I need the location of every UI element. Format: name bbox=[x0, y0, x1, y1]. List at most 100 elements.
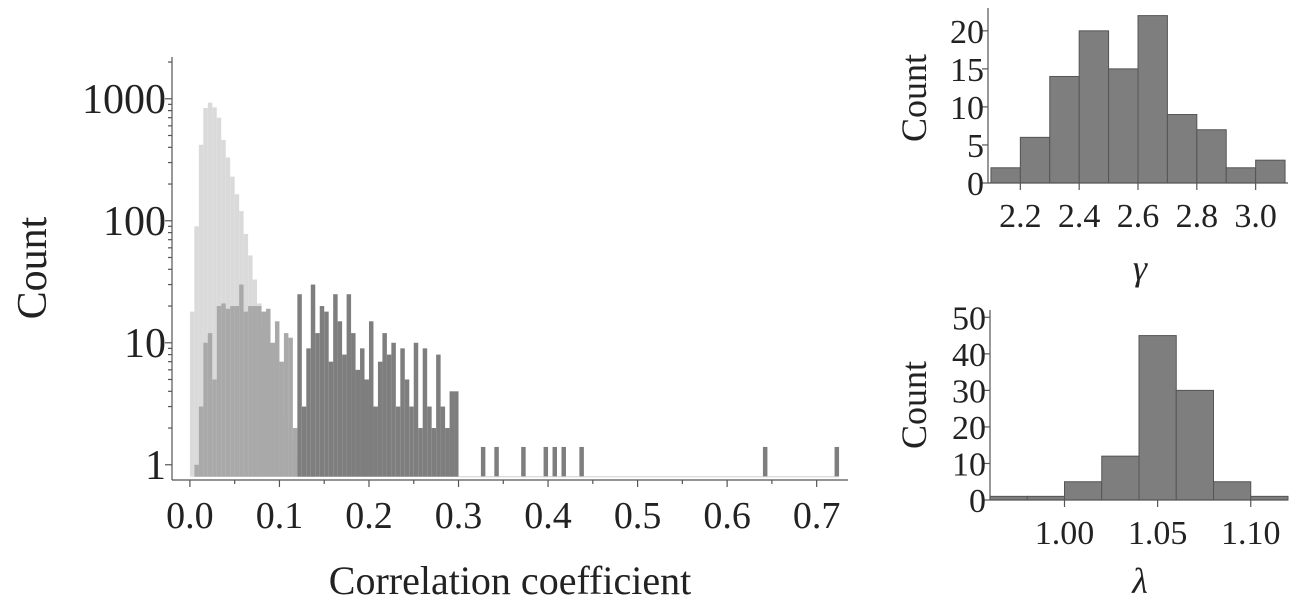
correlation-bar bbox=[454, 391, 459, 477]
correlation-bar bbox=[368, 321, 374, 477]
correlation-bar bbox=[346, 294, 352, 477]
gamma-bar bbox=[1049, 75, 1080, 184]
gamma-bar bbox=[1225, 167, 1257, 184]
correlation-bar bbox=[297, 294, 302, 477]
correlation-bar bbox=[386, 354, 392, 477]
lambda-bar bbox=[1138, 335, 1177, 501]
correlation-bar bbox=[324, 311, 329, 477]
correlation-histogram: 0.0 0.1 0.2 0.3 0.4 0.5 0.6 0.7 1 10 100 1000 Corr… bbox=[10, 57, 848, 600]
gamma-y-tick-label: 5 bbox=[967, 128, 984, 165]
main-y-tick-label: 1 bbox=[145, 443, 166, 489]
correlation-bar bbox=[230, 306, 235, 477]
correlation-bar bbox=[216, 306, 222, 477]
correlation-bar bbox=[579, 446, 584, 477]
correlation-bar bbox=[212, 379, 217, 477]
correlation-bar bbox=[351, 333, 356, 477]
main-y-tick-label: 1000 bbox=[82, 77, 166, 123]
correlation-bar bbox=[440, 406, 446, 477]
correlation-bar bbox=[212, 107, 217, 477]
main-x-axis-title: Correlation coefficient bbox=[329, 558, 691, 600]
gamma-bar bbox=[1255, 159, 1286, 184]
correlation-bar bbox=[762, 446, 768, 477]
correlation-bar bbox=[198, 406, 204, 477]
main-x-tick-label: 0.5 bbox=[614, 495, 662, 537]
correlation-bar bbox=[261, 311, 267, 477]
correlation-bar bbox=[239, 284, 244, 477]
correlation-bar bbox=[400, 348, 405, 477]
correlation-bar bbox=[480, 446, 486, 477]
correlation-bar bbox=[395, 406, 401, 477]
correlation-bar bbox=[315, 333, 320, 477]
correlation-bar bbox=[561, 446, 566, 477]
correlation-bar bbox=[189, 311, 195, 477]
correlation-bar bbox=[248, 306, 253, 477]
gamma-bars bbox=[990, 15, 1286, 184]
correlation-bar bbox=[266, 308, 271, 477]
correlation-bar bbox=[306, 348, 311, 477]
correlation-bar bbox=[194, 226, 199, 477]
lambda-bar bbox=[1064, 481, 1103, 501]
correlation-bar bbox=[449, 391, 455, 477]
correlation-bar bbox=[328, 361, 334, 477]
correlation-bar bbox=[391, 342, 396, 477]
correlation-bar bbox=[216, 117, 222, 477]
correlation-bar bbox=[203, 342, 208, 477]
correlation-bar bbox=[207, 102, 213, 477]
main-x-tick-label: 0.0 bbox=[166, 495, 214, 537]
correlation-bar bbox=[274, 321, 280, 477]
correlation-bar bbox=[418, 428, 423, 477]
correlation-bar bbox=[422, 348, 428, 477]
correlation-bar bbox=[288, 337, 293, 477]
main-x-tick-label: 0.1 bbox=[256, 495, 304, 537]
correlation-bar bbox=[207, 333, 213, 477]
correlation-bar bbox=[292, 428, 298, 477]
correlation-bar bbox=[333, 294, 338, 477]
correlation-bar bbox=[377, 361, 383, 477]
correlation-bar bbox=[409, 406, 414, 477]
main-x-ticks: 0.0 0.1 0.2 0.3 0.4 0.5 0.6 0.7 bbox=[166, 480, 840, 537]
correlation-bar bbox=[243, 311, 249, 477]
gamma-y-axis-title: Count bbox=[894, 54, 934, 142]
correlation-bar bbox=[198, 144, 204, 477]
gamma-bar bbox=[1137, 15, 1168, 184]
correlation-bar bbox=[445, 428, 450, 477]
gamma-x-axis-title: γ bbox=[1133, 248, 1148, 288]
gamma-bar bbox=[1166, 114, 1198, 184]
correlation-bar bbox=[279, 361, 284, 477]
main-y-ticks: 1 10 100 1000 bbox=[82, 61, 172, 489]
lambda-x-tick-label: 1.00 bbox=[1035, 515, 1095, 552]
correlation-bar bbox=[521, 446, 526, 477]
correlation-bar bbox=[494, 446, 499, 477]
lambda-bar bbox=[1101, 455, 1140, 501]
main-x-tick-label: 0.6 bbox=[703, 495, 751, 537]
gamma-x-tick-label: 2.6 bbox=[1117, 198, 1160, 235]
correlation-bars bbox=[189, 102, 840, 478]
main-y-tick-label: 100 bbox=[103, 199, 166, 245]
correlation-bar bbox=[427, 406, 432, 477]
lambda-y-tick-label: 30 bbox=[952, 373, 986, 410]
lambda-y-tick-label: 20 bbox=[952, 410, 986, 447]
main-x-tick-label: 0.2 bbox=[345, 495, 393, 537]
lambda-x-ticks: 1.00 1.05 1.10 bbox=[1035, 500, 1281, 552]
correlation-bar bbox=[543, 446, 549, 477]
correlation-bar bbox=[283, 333, 289, 477]
correlation-bar bbox=[225, 308, 231, 477]
lambda-y-axis-title: Count bbox=[894, 361, 934, 449]
correlation-bar bbox=[404, 379, 410, 477]
main-x-tick-label: 0.7 bbox=[793, 495, 841, 537]
correlation-bar bbox=[436, 354, 441, 477]
correlation-bar bbox=[203, 108, 208, 477]
correlation-bar bbox=[413, 342, 419, 477]
lambda-y-tick-label: 0 bbox=[969, 483, 986, 520]
main-y-tick-label: 10 bbox=[124, 321, 166, 367]
correlation-bar bbox=[360, 348, 365, 477]
lambda-y-tick-label: 40 bbox=[952, 337, 986, 374]
correlation-bar bbox=[310, 284, 316, 477]
main-y-axis-title: Count bbox=[10, 216, 56, 319]
gamma-y-tick-label: 15 bbox=[950, 52, 984, 89]
lambda-y-tick-label: 10 bbox=[952, 446, 986, 483]
correlation-bar bbox=[382, 333, 387, 477]
gamma-bar bbox=[990, 167, 1021, 184]
